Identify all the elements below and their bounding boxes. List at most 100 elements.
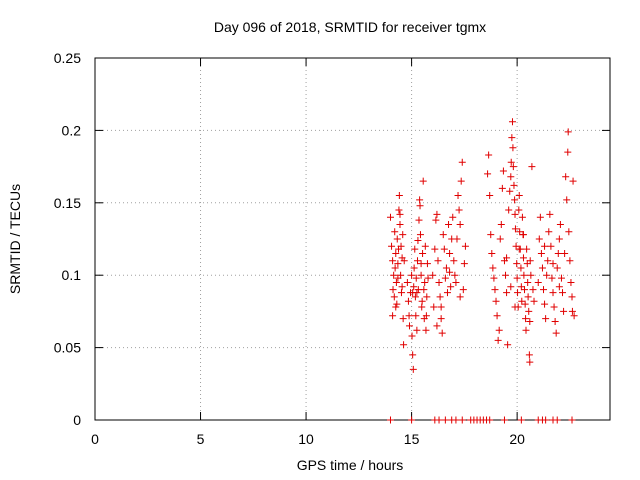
data-point xyxy=(507,283,515,291)
data-point xyxy=(393,300,401,308)
y-tick-label: 0.2 xyxy=(62,122,82,138)
data-point xyxy=(441,416,449,424)
data-point xyxy=(457,177,465,185)
data-point xyxy=(420,286,428,294)
data-point xyxy=(434,257,442,265)
data-point xyxy=(521,286,529,294)
data-point xyxy=(391,228,399,236)
data-point xyxy=(422,312,430,320)
data-point xyxy=(530,297,538,305)
data-point xyxy=(489,264,497,272)
data-point xyxy=(511,303,519,311)
data-point xyxy=(446,249,454,257)
data-point xyxy=(570,312,578,320)
data-point xyxy=(440,245,448,253)
data-point xyxy=(538,264,546,272)
data-point xyxy=(511,225,519,233)
data-point xyxy=(541,242,549,250)
data-point xyxy=(561,249,569,257)
data-point xyxy=(522,315,530,323)
data-point xyxy=(456,221,464,229)
x-tick-label: 20 xyxy=(509,431,525,447)
data-point xyxy=(410,283,418,291)
data-point xyxy=(405,322,413,330)
data-point xyxy=(508,134,516,142)
data-point xyxy=(396,221,404,229)
data-point xyxy=(545,228,553,236)
data-point xyxy=(392,278,400,286)
x-tick-label: 10 xyxy=(298,431,314,447)
data-point xyxy=(503,289,511,297)
data-point xyxy=(524,278,532,286)
data-point xyxy=(521,300,529,308)
data-point xyxy=(455,206,463,214)
data-point xyxy=(566,257,574,265)
data-point xyxy=(393,235,401,243)
data-point xyxy=(507,173,515,181)
data-point xyxy=(418,297,426,305)
chart-title: Day 096 of 2018, SRMTID for receiver tgm… xyxy=(214,19,486,35)
data-point xyxy=(429,271,437,279)
data-point xyxy=(421,278,429,286)
data-point xyxy=(526,318,534,326)
data-point xyxy=(408,332,416,340)
data-point xyxy=(500,416,508,424)
data-point xyxy=(461,242,469,250)
data-point xyxy=(394,274,402,282)
data-point xyxy=(422,326,430,334)
data-point xyxy=(437,315,445,323)
grid-lines xyxy=(95,58,610,420)
data-point xyxy=(436,293,444,301)
data-point xyxy=(487,231,495,239)
data-point xyxy=(493,312,501,320)
data-point xyxy=(516,228,524,236)
data-point xyxy=(452,416,460,424)
data-point xyxy=(524,293,532,301)
data-point xyxy=(404,297,412,305)
data-point xyxy=(502,271,510,279)
data-point xyxy=(453,235,461,243)
data-point xyxy=(559,289,567,297)
data-point xyxy=(519,254,527,262)
data-point xyxy=(491,286,499,294)
data-point xyxy=(537,249,545,257)
data-point xyxy=(423,260,431,268)
data-point xyxy=(536,213,544,221)
x-tick-label: 15 xyxy=(404,431,420,447)
data-point xyxy=(560,307,568,315)
data-point xyxy=(499,167,507,175)
data-point xyxy=(528,163,536,171)
data-point xyxy=(553,416,561,424)
y-tick-label: 0.05 xyxy=(54,340,81,356)
data-point xyxy=(460,260,468,268)
data-point xyxy=(526,358,534,366)
data-point xyxy=(386,213,394,221)
data-point xyxy=(505,206,513,214)
data-point xyxy=(395,192,403,200)
data-point xyxy=(442,264,450,272)
data-point xyxy=(445,221,453,229)
data-point xyxy=(565,228,573,236)
data-point xyxy=(390,271,398,279)
data-point xyxy=(534,278,542,286)
data-point xyxy=(409,351,417,359)
data-point xyxy=(458,416,466,424)
data-point xyxy=(543,271,551,279)
data-point xyxy=(432,216,440,224)
data-point xyxy=(540,286,548,294)
data-point xyxy=(557,274,565,282)
data-point xyxy=(563,196,571,204)
x-tick-label: 5 xyxy=(197,431,205,447)
data-point xyxy=(568,307,576,315)
data-point xyxy=(490,274,498,282)
data-point xyxy=(535,235,543,243)
data-point xyxy=(408,271,416,279)
data-point xyxy=(523,245,531,253)
data-point xyxy=(520,271,528,279)
data-point xyxy=(419,177,427,185)
data-point xyxy=(408,416,416,424)
data-point xyxy=(424,274,432,282)
data-point xyxy=(456,293,464,301)
data-point xyxy=(555,283,563,291)
data-point xyxy=(514,289,522,297)
